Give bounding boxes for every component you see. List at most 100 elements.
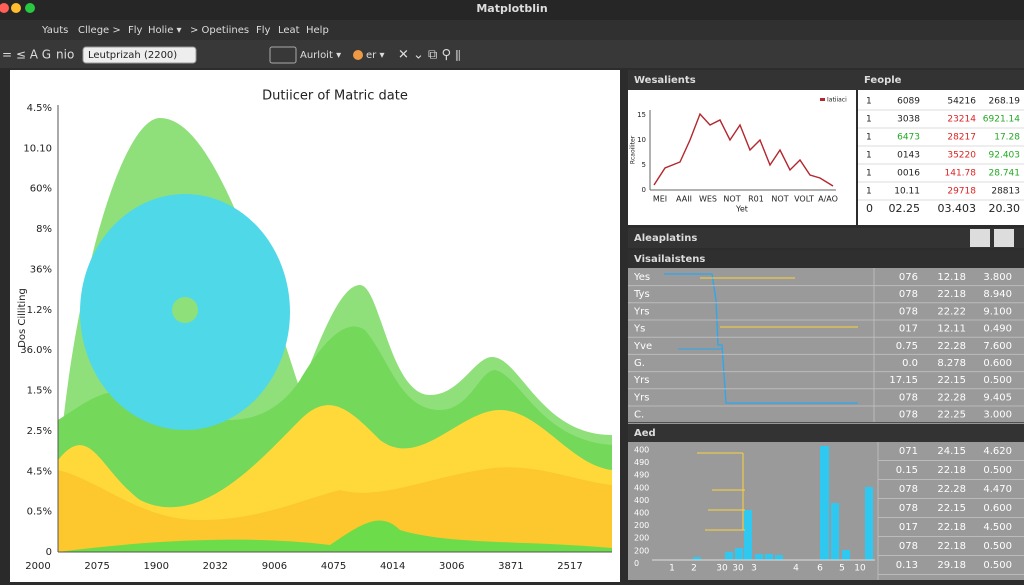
dropdown[interactable] (82, 46, 197, 64)
panel-header (628, 228, 1024, 248)
table-cell: 28813 (991, 187, 1020, 197)
zoom-button[interactable] (25, 3, 35, 13)
table-cell: 23214 (947, 115, 976, 125)
table-cell: 4.500 (983, 522, 1012, 533)
color-icon[interactable] (353, 50, 363, 60)
y-tick-label: 1.5% (27, 386, 52, 397)
menu-item[interactable]: Holie ▾ (148, 25, 182, 36)
table-cell: 0016 (897, 169, 920, 179)
table-cell: 1 (866, 169, 872, 179)
y-tick-label: 8% (36, 224, 52, 235)
table-cell: 0.600 (983, 358, 1012, 369)
menu-item[interactable]: Yauts (41, 25, 68, 36)
bar (831, 503, 839, 560)
table-cell: 22.18 (937, 541, 966, 552)
table-cell: 268.19 (989, 97, 1021, 107)
table-cell: 1 (866, 115, 872, 125)
x-tick-label: 4075 (321, 561, 346, 572)
aed-bars (652, 446, 875, 561)
mini-x-tick: R01 (748, 195, 764, 204)
x-tick-label: 4014 (380, 561, 405, 572)
toolbar-icons[interactable]: ✕ ⌄ ⧉ ⚲ ⫴ (398, 48, 461, 63)
dropdown-text: Leutprizah (2200) (88, 50, 177, 61)
title-bar (0, 0, 1024, 20)
bar (842, 550, 850, 560)
table-cell: 6089 (897, 97, 920, 107)
table-cell: 12.11 (937, 324, 966, 335)
table-cell: 8.940 (983, 289, 1012, 300)
minimize-button[interactable] (11, 3, 21, 13)
aed-x-tick: 30 (732, 564, 744, 574)
table-cell: 078 (899, 541, 918, 552)
menu-item[interactable]: Leat (278, 25, 300, 36)
bar (725, 552, 733, 560)
aed-y-tick: 200 (634, 521, 649, 530)
x-tick-label: 3871 (498, 561, 523, 572)
table-cell: 28217 (947, 133, 976, 143)
table-cell: 02.25 (889, 202, 921, 215)
aed-y-tick: 400 (634, 483, 649, 492)
table-cell: 20.30 (989, 202, 1021, 215)
table-cell: 3038 (897, 115, 920, 125)
table-cell: 29718 (947, 187, 976, 197)
panel-title: Wesalients (634, 75, 696, 86)
y-axis-label: Dos Cilliting (17, 288, 28, 348)
menu-item[interactable]: > Opetiines (190, 25, 249, 36)
y-tick-label: 60% (30, 184, 52, 195)
table-cell: 9.405 (983, 392, 1012, 403)
font-menu[interactable]: Aurloit ▾ (300, 50, 341, 61)
toolbar-icons[interactable]: = ≤ A G (2, 48, 51, 62)
mini-x-tick: NOT (723, 195, 740, 204)
table-cell: 3.000 (983, 410, 1012, 421)
y-tick-label: 36.0% (20, 345, 52, 356)
mini-x-tick: AAII (676, 195, 692, 204)
table-cell: 10.11 (894, 187, 920, 197)
table-cell: 22.28 (937, 392, 966, 403)
row-label: Yrs (633, 375, 649, 386)
table-cell: 1 (866, 97, 872, 107)
menu-item[interactable]: Fly (128, 25, 143, 36)
table-cell: 0 (866, 202, 873, 215)
x-tick-label: 2032 (203, 561, 228, 572)
aed-x-tick: 10 (854, 564, 866, 574)
legend-swatch (820, 98, 825, 101)
x-tick-label: 2075 (84, 561, 109, 572)
table-cell: 0.500 (983, 560, 1012, 571)
toolbar-button[interactable] (269, 46, 297, 64)
aed-x-tick: 4 (793, 564, 799, 574)
aed-y-tick: 490 (634, 458, 649, 467)
menu-item[interactable]: Fly (256, 25, 271, 36)
table-cell: 03.403 (938, 202, 977, 215)
panel-title: Aleaplatins (634, 233, 697, 244)
table-cell: 017 (899, 522, 918, 533)
mini-x-label: Yet (735, 205, 748, 214)
table-cell: 0.490 (983, 324, 1012, 335)
mini-x-tick: NOT (771, 195, 788, 204)
panel-header (628, 70, 1024, 90)
aed-x-tick: 3 (751, 564, 757, 574)
x-tick-label: 3006 (439, 561, 464, 572)
search-button[interactable] (970, 229, 990, 247)
mini-y-tick: 0 (642, 186, 646, 194)
bar (755, 554, 763, 560)
table-cell: 017 (899, 324, 918, 335)
table-cell: 6473 (897, 133, 920, 143)
table-cell: 22.28 (937, 484, 966, 495)
aed-y-tick: 200 (634, 534, 649, 543)
menu-item[interactable]: Help (306, 25, 329, 36)
mini-x-tick: VOLT (794, 195, 814, 204)
bar (744, 510, 752, 560)
settings-button[interactable] (994, 229, 1014, 247)
color-menu[interactable]: er ▾ (366, 50, 384, 61)
table-cell: 078 (899, 503, 918, 514)
stream-areas (58, 118, 612, 552)
panel-title: Feople (864, 75, 902, 86)
table-cell: 8.278 (937, 358, 966, 369)
y-tick-label: 0 (46, 547, 52, 558)
plot-title: Dutiicer of Matric date (262, 89, 408, 104)
close-button[interactable] (0, 3, 9, 13)
row-label: Yve (633, 341, 652, 352)
menu-item[interactable]: Cllege > (78, 25, 121, 36)
row-label: Yes (633, 272, 650, 283)
aed-y-tick: 0 (634, 559, 639, 568)
